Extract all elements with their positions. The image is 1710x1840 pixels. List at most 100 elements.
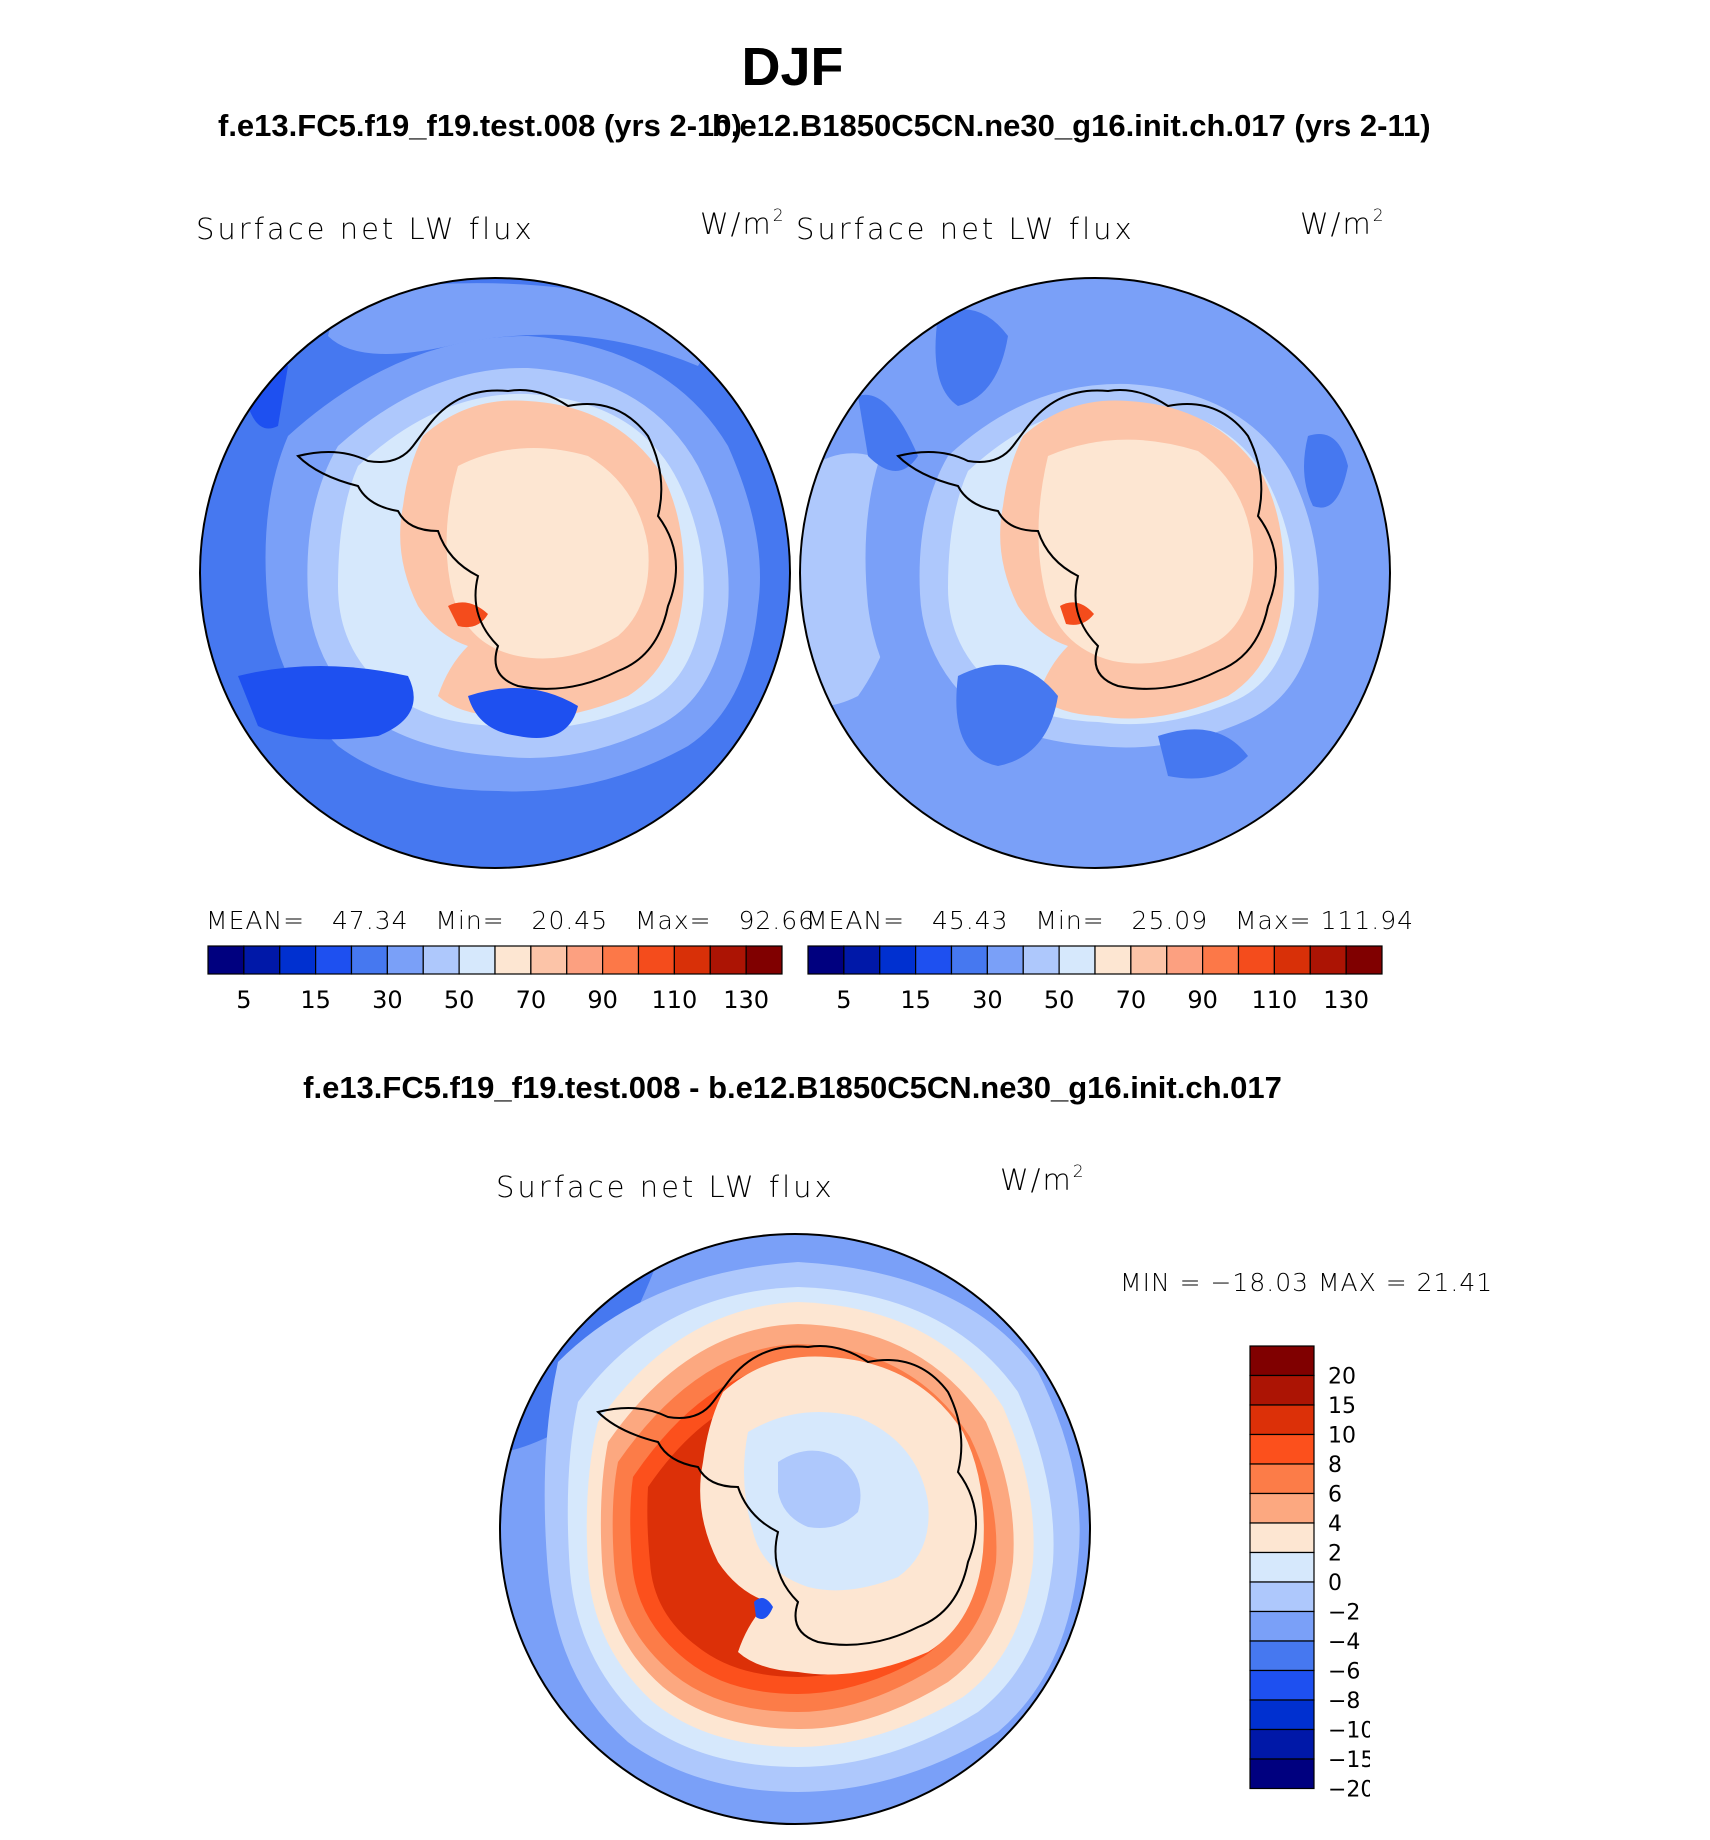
colorbar3-box-12	[1249, 1699, 1315, 1731]
colorbar1-box-6	[422, 945, 460, 975]
max-flux-patch	[448, 602, 488, 628]
colorbar2-box-12	[1237, 945, 1275, 975]
colorbar1-label-1: 15	[300, 986, 331, 1014]
colorbar3-label-7: 0	[1328, 1571, 1342, 1596]
colorbar3-box-5	[1249, 1492, 1315, 1524]
colorbar3-box-6	[1249, 1522, 1315, 1554]
map-border	[199, 277, 791, 869]
panel3-minmax: MIN = −18.03 MAX = 21.41	[1120, 1268, 1494, 1297]
colorbar3-label-13: −15	[1328, 1748, 1370, 1773]
colorbar2-label-0: 5	[836, 986, 851, 1014]
colorbar3-label-9: −4	[1328, 1630, 1360, 1655]
colorbar3-label-8: −2	[1328, 1601, 1360, 1626]
colorbar1-box-10	[566, 945, 604, 975]
colorbar3-box-4	[1249, 1463, 1315, 1495]
colorbar1-box-9	[530, 945, 568, 975]
colorbar1-box-8	[494, 945, 532, 975]
colorbar3-box-11	[1249, 1669, 1315, 1701]
colorbar3-box-13	[1249, 1728, 1315, 1760]
antarctica-coastline	[296, 389, 677, 690]
colorbar1-box-1	[243, 945, 281, 975]
colorbar3-label-2: 10	[1328, 1424, 1356, 1449]
colorbar3-label-14: −20	[1328, 1778, 1370, 1803]
colorbar1-box-7	[458, 945, 496, 975]
colorbar-panel1: 5 15 30 50 70 90 110 130	[207, 945, 783, 1014]
colorbar1-box-11	[602, 945, 640, 975]
colorbar2-box-8	[1094, 945, 1132, 975]
colorbar3-box-1	[1249, 1374, 1315, 1406]
colorbar3-label-1: 15	[1328, 1394, 1356, 1419]
colorbar1-box-15	[745, 945, 783, 975]
colorbar3-box-9	[1249, 1610, 1315, 1642]
colorbar2-box-4	[950, 945, 988, 975]
colorbar-panel2: 5 15 30 50 70 90 110 130	[807, 945, 1383, 1014]
panel1-units: W/m2	[700, 206, 784, 241]
page-title: DJF	[741, 37, 844, 97]
colorbar1-box-12	[637, 945, 675, 975]
colorbar3-box-3	[1249, 1433, 1315, 1465]
panel2-variable-label: Surface net LW flux	[796, 212, 1135, 246]
map-border	[499, 1233, 1091, 1825]
ocean-30-40-patch-b	[956, 664, 1058, 766]
panel1-variable-label: Surface net LW flux	[196, 212, 535, 246]
colorbar1-box-4	[350, 945, 388, 975]
colorbar2-box-7	[1058, 945, 1096, 975]
colorbar2-label-1: 15	[900, 986, 931, 1014]
panel2-units: W/m2	[1300, 206, 1384, 241]
case-title-right: b.e12.B1850C5CN.ne30_g16.init.ch.017 (yr…	[712, 108, 1431, 143]
colorbar2-box-13	[1273, 945, 1311, 975]
colorbar3-label-3: 8	[1328, 1453, 1342, 1478]
colorbar1-label-4: 70	[516, 986, 547, 1014]
colorbar2-label-5: 90	[1187, 986, 1218, 1014]
colorbar1-box-3	[315, 945, 353, 975]
colorbar2-label-2: 30	[972, 986, 1003, 1014]
antarctica-60-70-region	[1038, 439, 1254, 664]
colorbar1-label-6: 110	[651, 986, 697, 1014]
colorbar1-box-2	[279, 945, 317, 975]
panel3-units: W/m2	[1000, 1162, 1084, 1197]
map-panel-test	[199, 277, 791, 869]
colorbar2-box-14	[1309, 945, 1347, 975]
colorbar2-label-3: 50	[1044, 986, 1075, 1014]
ocean-30-40-patch-d	[1158, 729, 1248, 779]
colorbar3-box-10	[1249, 1640, 1315, 1672]
antarctica-60-70-region	[446, 448, 649, 659]
ocean-30-40-patch-c	[1304, 434, 1348, 508]
colorbar3-label-10: −6	[1328, 1660, 1360, 1685]
colorbar2-box-1	[843, 945, 881, 975]
colorbar3-box-0	[1249, 1345, 1315, 1377]
antarctica-coastline	[596, 1345, 977, 1646]
ocean-20-30-patch-a	[238, 666, 414, 740]
colorbar3-label-11: −8	[1328, 1689, 1360, 1714]
ocean-30-40-patch-a	[935, 309, 1008, 406]
antarctica-coastline	[896, 389, 1277, 690]
colorbar2-box-3	[915, 945, 953, 975]
colorbar2-label-7: 130	[1323, 986, 1369, 1014]
colorbar2-box-0	[807, 945, 845, 975]
colorbar1-label-5: 90	[587, 986, 618, 1014]
colorbar2-box-15	[1345, 945, 1383, 975]
colorbar2-box-9	[1130, 945, 1168, 975]
case-title-left: f.e13.FC5.f19_f19.test.008 (yrs 2-10)	[218, 108, 742, 143]
colorbar3-label-6: 2	[1328, 1542, 1342, 1567]
panel3-variable-label: Surface net LW flux	[496, 1170, 835, 1204]
panel1-stats: MEAN= 47.34 Min= 20.45 Max= 92.66	[206, 906, 816, 935]
colorbar3-label-12: −10	[1328, 1719, 1370, 1744]
colorbar3-box-7	[1249, 1551, 1315, 1583]
colorbar1-box-5	[386, 945, 424, 975]
colorbar2-box-2	[879, 945, 917, 975]
diff-min-patch	[754, 1598, 773, 1620]
colorbar2-box-11	[1202, 945, 1240, 975]
colorbar2-box-10	[1166, 945, 1204, 975]
colorbar2-box-5	[986, 945, 1024, 975]
colorbar3-box-14	[1249, 1758, 1315, 1790]
difference-title: f.e13.FC5.f19_f19.test.008 - b.e12.B1850…	[303, 1070, 1282, 1105]
map-panel-control	[799, 277, 1391, 869]
colorbar1-box-14	[709, 945, 747, 975]
colorbar3-label-0: 20	[1328, 1365, 1356, 1390]
colorbar1-label-0: 5	[236, 986, 251, 1014]
map-border	[799, 277, 1391, 869]
panel2-stats: MEAN= 45.43 Min= 25.09 Max= 111.94	[806, 906, 1415, 935]
colorbar1-label-3: 50	[444, 986, 475, 1014]
